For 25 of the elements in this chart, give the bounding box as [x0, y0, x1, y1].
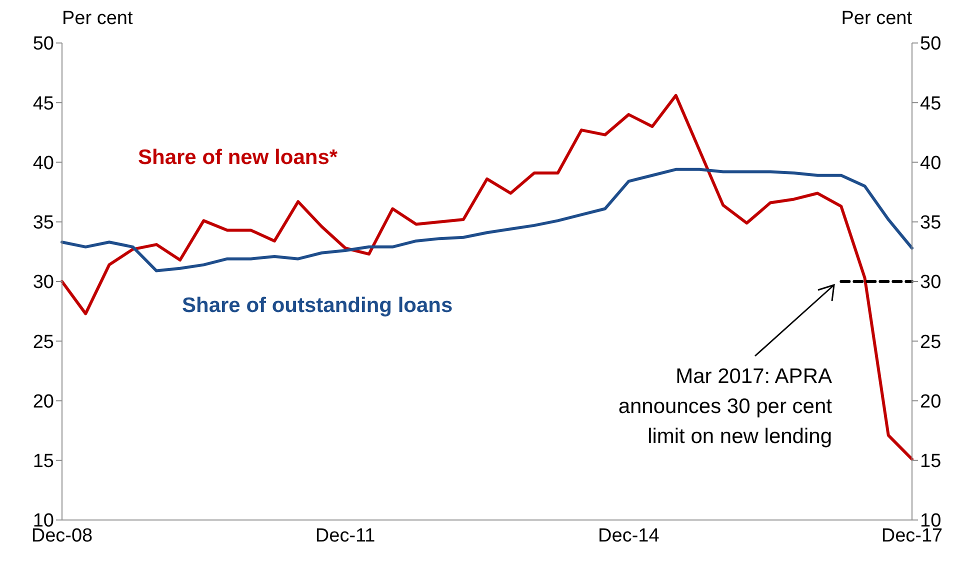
y-tick-label: 35	[32, 212, 54, 234]
y2-tick-label: 30	[920, 272, 942, 294]
y-tick-label: 20	[32, 391, 54, 412]
y2-tick-label: 25	[920, 332, 942, 353]
x-tick-label: Dec-11	[315, 525, 376, 546]
y-tick-label: 30	[32, 272, 54, 294]
y-tick-label: 50	[32, 34, 54, 55]
line-series	[60, 168, 914, 272]
text: Share of new loans*	[138, 146, 338, 170]
annotation: Mar 2017: APRA announces 30 per cent limit on new lending	[617, 364, 832, 450]
series-label: Share of outstanding loans	[182, 294, 453, 318]
y2-axis-title: Per cent	[841, 8, 912, 30]
y2-tick-label: 15	[920, 451, 942, 472]
y2-tick-label: 40	[920, 152, 942, 174]
y-axis-title: Per cent	[62, 8, 133, 30]
x-tick-label: Dec-14	[598, 525, 660, 546]
y2-tick-label: 50	[920, 34, 942, 55]
y-tick-label: 15	[32, 451, 54, 472]
y-tick-label: 40	[32, 152, 54, 174]
y2-tick-label: 45	[920, 93, 942, 114]
y-tick-label: 45	[32, 93, 54, 114]
y2-tick-label: 35	[920, 212, 942, 234]
y2-tick-label: 20	[920, 391, 942, 412]
line-series	[60, 94, 914, 461]
y-tick-label: 25	[32, 332, 54, 353]
